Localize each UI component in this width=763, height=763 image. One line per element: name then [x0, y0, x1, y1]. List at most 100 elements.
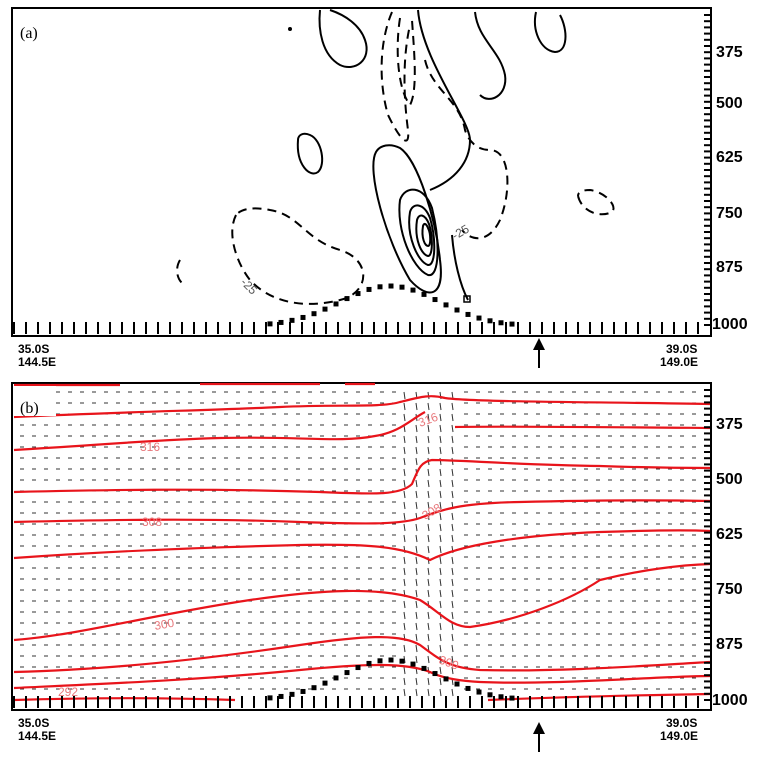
- terrain-dot: [487, 692, 493, 698]
- contour-line: [417, 9, 472, 191]
- wind-vector: [427, 501, 430, 510]
- contour-label: 316: [140, 440, 160, 454]
- terrain-dot: [322, 680, 328, 686]
- wind-vector: [439, 446, 442, 455]
- wind-vector: [427, 446, 430, 455]
- panel-b-terrain: [267, 657, 515, 701]
- wind-vector: [451, 633, 454, 642]
- wind-vector: [427, 490, 430, 499]
- wind-vector: [403, 391, 406, 400]
- terrain-dot: [432, 297, 438, 303]
- wind-vector: [415, 677, 418, 686]
- terrain-dot: [399, 284, 405, 290]
- wind-vector: [403, 457, 406, 466]
- contour-line: [474, 11, 507, 100]
- wind-vector: [439, 677, 442, 686]
- wind-vector: [415, 688, 418, 697]
- contour-line: [176, 259, 186, 286]
- wind-vector: [439, 567, 442, 576]
- wind-vector: [439, 435, 442, 444]
- terrain-dot: [366, 660, 372, 666]
- wind-vector: [415, 644, 418, 653]
- isentrope-line: [13, 395, 711, 419]
- terrain-dot: [377, 658, 383, 664]
- wind-vector: [427, 545, 430, 554]
- wind-vector: [415, 600, 418, 609]
- contour-line: [534, 11, 567, 54]
- wind-vector: [439, 512, 442, 521]
- terrain-dot: [333, 301, 339, 307]
- contour-label: -25: [238, 275, 260, 297]
- wind-vector: [451, 435, 454, 444]
- x-right-lat: 39.0S: [666, 342, 697, 356]
- terrain-dot: [410, 287, 416, 293]
- wind-vector: [403, 611, 406, 620]
- wind-vector: [427, 479, 430, 488]
- wind-vector: [439, 501, 442, 510]
- y-tick-label: 500: [716, 95, 743, 112]
- panel-b: 316 316 308 308 300 300 292 (b) 375 500 …: [11, 382, 748, 752]
- wind-vector: [415, 534, 418, 543]
- panel-a: (a) -25 -25: [11, 7, 748, 369]
- panel-b-y-ticks: [704, 389, 711, 701]
- y-tick-label: 875: [716, 259, 743, 276]
- isentrope-line: [13, 411, 711, 452]
- wind-vector: [439, 589, 442, 598]
- terrain-dot: [410, 661, 416, 667]
- wind-vector: [415, 501, 418, 510]
- wind-vector: [427, 424, 430, 433]
- terrain-dot: [399, 658, 405, 664]
- wind-vector: [439, 490, 442, 499]
- panel-a-x-ticks: [13, 322, 699, 334]
- wind-vector: [403, 600, 406, 609]
- location-arrow: [533, 338, 545, 368]
- wind-vector: [427, 633, 430, 642]
- y-tick-label: 750: [716, 205, 743, 222]
- wind-vector: [451, 402, 454, 411]
- wind-vector: [439, 666, 442, 675]
- wind-vector: [415, 457, 418, 466]
- wind-vector: [415, 490, 418, 499]
- wind-vector: [403, 556, 406, 565]
- terrain-dot: [278, 693, 284, 699]
- wind-vector: [415, 633, 418, 642]
- wind-vector: [403, 490, 406, 499]
- terrain-dot: [344, 296, 350, 302]
- wind-vector: [415, 435, 418, 444]
- wind-vector: [439, 468, 442, 477]
- wind-vector: [403, 446, 406, 455]
- wind-vector: [427, 589, 430, 598]
- wind-vector: [403, 534, 406, 543]
- wind-vector: [451, 644, 454, 653]
- wind-vector: [451, 446, 454, 455]
- wind-vector: [451, 666, 454, 675]
- panel-a-y-ticks: [704, 14, 711, 326]
- terrain-dot: [278, 319, 284, 325]
- x-left-lat: 35.0S: [18, 342, 49, 356]
- wind-vector: [427, 468, 430, 477]
- y-tick-label: 375: [716, 44, 743, 61]
- contour-line: [421, 222, 432, 248]
- wind-vector: [439, 556, 442, 565]
- wind-vector: [415, 402, 418, 411]
- terrain-dot: [421, 665, 427, 671]
- wind-vector: [415, 523, 418, 532]
- contour-dot: [288, 27, 292, 31]
- contour-label: 300: [437, 653, 461, 673]
- contour-line: [424, 59, 509, 240]
- terrain-dot: [432, 671, 438, 677]
- panel-a-label: (a): [20, 25, 38, 42]
- y-tick-label: 625: [716, 149, 743, 166]
- wind-vector: [451, 655, 454, 664]
- terrain-dot: [465, 311, 471, 317]
- contour-line: [408, 204, 436, 266]
- contour-label: 316: [416, 410, 440, 430]
- y-tick-label: 375: [716, 416, 743, 433]
- wind-vector: [439, 633, 442, 642]
- wind-vector: [403, 501, 406, 510]
- wind-vector: [427, 435, 430, 444]
- wind-vector: [439, 534, 442, 543]
- wind-vector: [451, 578, 454, 587]
- y-tick-label: 500: [716, 471, 743, 488]
- terrain-dot: [355, 665, 361, 671]
